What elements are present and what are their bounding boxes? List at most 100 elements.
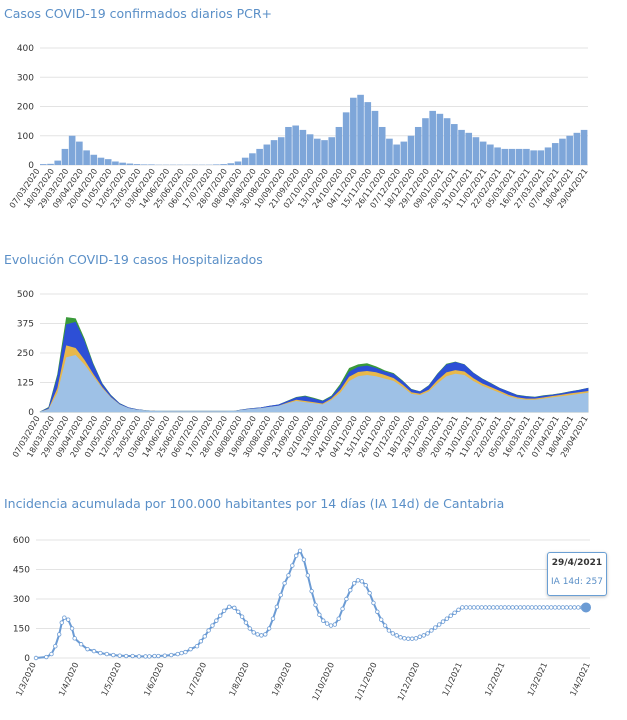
data-point	[537, 605, 542, 610]
data-point	[394, 633, 399, 638]
y-tick-label: 300	[13, 595, 30, 605]
data-point	[332, 622, 338, 627]
incidence-chart: 600 450 300 150 01/3/2020 1/4/2020 1/5/2020 1/6…	[13, 536, 592, 702]
data-point	[78, 642, 84, 647]
data-point	[72, 636, 77, 641]
data-point	[367, 590, 372, 596]
y-tick-label: 0	[28, 408, 34, 418]
y-tick-label: 100	[17, 132, 34, 142]
data-tooltip: 29/4/2021 IA 14d: 257	[547, 552, 607, 596]
data-point	[66, 617, 71, 622]
data-point	[324, 621, 330, 626]
x-tick-label: 1/8/2020	[228, 661, 251, 697]
data-point	[123, 653, 129, 659]
data-point	[425, 631, 430, 636]
y-tick-label: 250	[17, 349, 34, 359]
data-point	[436, 622, 442, 627]
bar	[285, 126, 292, 165]
data-point	[62, 615, 67, 620]
x-tick-label: 1/4/2020	[57, 661, 80, 697]
bar	[364, 102, 372, 165]
data-point	[111, 652, 116, 658]
data-point	[382, 623, 388, 628]
data-point	[44, 654, 49, 660]
bar	[458, 129, 465, 165]
bar	[436, 113, 444, 165]
bar	[472, 137, 480, 165]
bar	[559, 138, 566, 165]
bar	[335, 126, 343, 165]
data-point	[98, 650, 103, 656]
data-point	[183, 649, 188, 655]
bar	[249, 153, 256, 165]
panel-hospitalized: Evolución COVID-19 casos Hospitalizados …	[0, 248, 627, 478]
data-point	[475, 605, 481, 610]
data-point	[467, 605, 473, 610]
data-point	[69, 626, 75, 631]
bar	[241, 157, 249, 165]
data-point	[456, 607, 461, 613]
data-point	[247, 626, 253, 631]
data-point	[409, 636, 415, 641]
data-point	[359, 579, 365, 584]
data-point	[371, 600, 376, 606]
data-point	[506, 605, 511, 610]
bar	[400, 141, 408, 165]
bar	[112, 161, 119, 165]
data-point	[232, 605, 237, 611]
bar	[393, 144, 400, 165]
bar	[54, 160, 62, 165]
bar	[220, 164, 227, 165]
data-point	[421, 633, 426, 638]
bar	[501, 148, 509, 165]
data-point	[136, 654, 142, 659]
data-point	[541, 605, 546, 610]
data-point	[498, 605, 504, 610]
bar	[414, 126, 422, 165]
panel-daily-cases: Casos COVID-19 confirmados diarios PCR+ …	[0, 0, 627, 240]
data-point	[117, 653, 122, 658]
data-point	[266, 626, 272, 631]
data-point	[194, 643, 200, 649]
bar	[263, 144, 271, 165]
data-point	[85, 646, 90, 652]
data-point	[386, 628, 392, 633]
bar	[487, 144, 494, 165]
bar	[386, 138, 393, 165]
x-tick-label: 1/4/2021	[568, 661, 591, 697]
bar	[299, 129, 307, 165]
bar	[227, 163, 235, 165]
bar	[342, 112, 350, 165]
data-point	[572, 605, 577, 610]
tooltip-value: IA 14d: 257	[551, 577, 603, 587]
data-point	[156, 653, 161, 659]
data-point	[214, 618, 219, 623]
data-point	[305, 573, 310, 578]
data-point	[525, 605, 531, 610]
data-point	[440, 619, 446, 624]
bar	[126, 163, 134, 165]
bar	[479, 141, 487, 165]
data-point	[464, 605, 469, 610]
data-point	[227, 604, 232, 610]
data-point	[433, 625, 438, 630]
x-tick-label: 1/7/2020	[185, 661, 208, 697]
bar	[270, 140, 278, 165]
bar	[148, 164, 155, 165]
data-point	[309, 588, 314, 594]
data-point	[545, 605, 550, 610]
data-point	[344, 596, 349, 602]
bar	[119, 162, 126, 165]
data-point	[188, 646, 193, 652]
bar	[537, 150, 545, 165]
bar	[321, 140, 328, 165]
bar	[443, 118, 451, 165]
data-point	[518, 605, 523, 610]
bar	[97, 157, 105, 165]
data-point	[147, 654, 152, 659]
data-point	[340, 606, 345, 612]
bar	[494, 147, 501, 165]
y-tick-label: 600	[13, 536, 30, 546]
data-point	[417, 634, 423, 639]
data-point	[321, 618, 326, 623]
